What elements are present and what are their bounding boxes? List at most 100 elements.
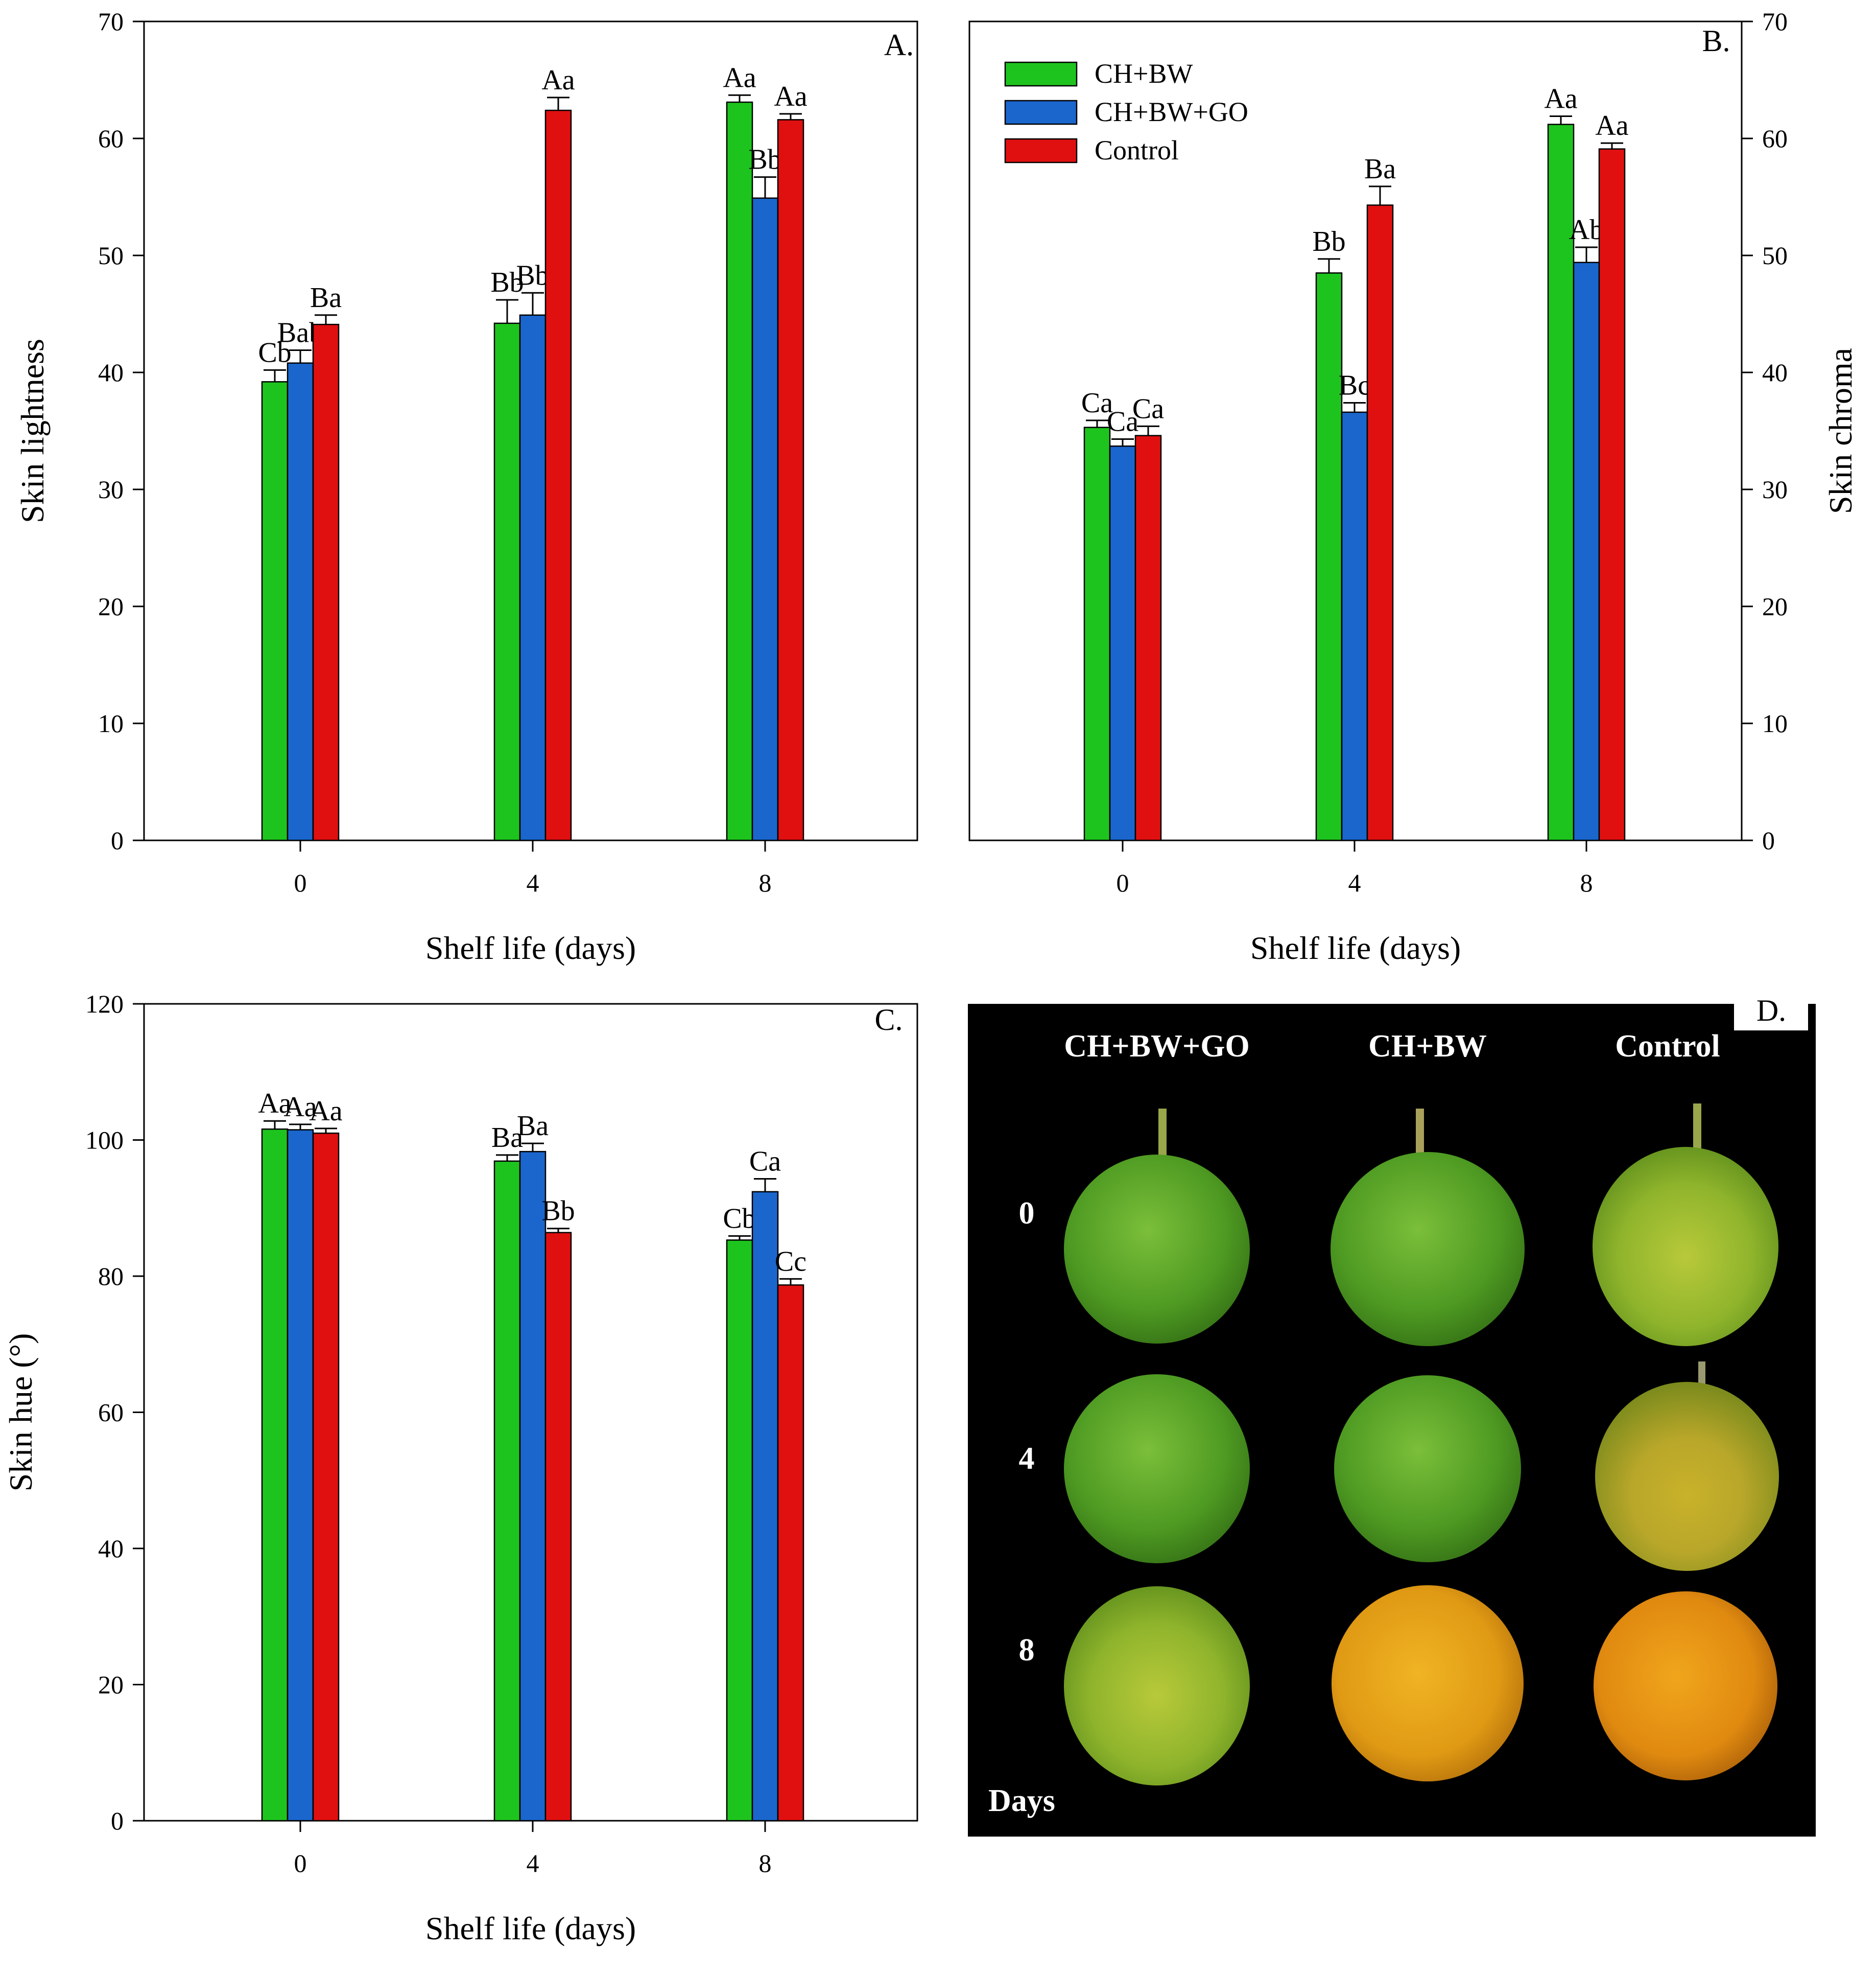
bar-ch-bw-8 [726,1239,753,1822]
bar-ch-bw-go-0 [287,1129,314,1822]
panel-d-letter: D. [1756,994,1786,1027]
significance-label: Bb [1312,226,1345,257]
significance-label: Cc [775,1246,806,1277]
legend-swatch [1004,100,1078,125]
fruit-stem [1158,1109,1167,1157]
y-tick-label: 40 [98,1534,124,1563]
x-axis-title: Shelf life (days) [1250,930,1461,966]
significance-label: Ba [517,1110,549,1142]
significance-label: Aa [774,81,807,112]
panel-d-letter-box [1734,994,1808,1030]
y-axis-title: Skin lightness [14,339,51,523]
bar-ch-bw-go-0 [1109,445,1136,841]
y-tick-label: 0 [111,1806,124,1835]
significance-label: Ca [1132,393,1164,425]
bar-ch-bw-go-8 [1573,262,1600,841]
y-axis-title: Skin chroma [1822,348,1859,514]
y-tick-label: 50 [1762,241,1788,270]
y-tick-label: 20 [1762,592,1788,621]
bar-control-8 [777,1284,804,1822]
x-tick-label: 4 [527,1849,539,1877]
y-tick-label: 120 [85,990,124,1018]
fruit-photo-control-day-8 [1594,1591,1777,1780]
significance-label: Bb [541,1195,575,1227]
y-tick-label: 30 [1762,475,1788,504]
fruit-photo-ch-bw-go-day-4 [1064,1374,1250,1563]
y-tick-label: 60 [1762,124,1788,153]
y-tick-label: 10 [1762,709,1788,738]
y-tick-label: 20 [98,1671,124,1699]
y-axis-title: Skin hue (°) [3,1333,39,1492]
bar-ch-bw-8 [726,101,753,841]
x-tick-label: 8 [759,1849,772,1877]
bar-ch-bw-go-4 [1341,411,1368,841]
y-tick-label: 0 [111,826,124,855]
y-tick-label: 40 [98,358,124,387]
significance-label: Aa [258,1088,291,1119]
panel-a-skin-lightness-chart: 0 10 20 30 40 50 60 70 0 4 8 Shelf life (days) Skin … [14,7,918,966]
panel-d-fruit-photos: D. CH+BW+GO CH+BW Control 0 4 8 Days [968,994,1816,1837]
legend-entry: Control [1095,135,1179,166]
x-tick-label: 4 [1348,868,1361,897]
y-tick-label: 50 [98,241,124,270]
significance-label: Bc [1339,370,1370,402]
bar-ch-bw-0 [1083,427,1111,841]
fruit-photo-ch-bw-day-0 [1331,1152,1525,1346]
panel-b-skin-chroma-chart: 0 10 20 30 40 50 60 70 0 4 8 Shelf life (days) Skin … [968,7,1859,966]
photo-days-label: Days [988,1783,1055,1818]
fruit-stem [1693,1103,1701,1149]
significance-label: Aa [283,1091,317,1123]
y-tick-label: 30 [98,475,124,504]
bar-ch-bw-go-4 [519,1150,547,1822]
y-tick-label: 60 [98,1398,124,1427]
significance-label: Bb [748,144,781,176]
significance-label: Aa [309,1095,342,1127]
significance-label: Aa [723,62,756,93]
photo-row-label-day-4: 4 [1019,1441,1035,1476]
y-tick-label: 80 [98,1262,124,1290]
bar-ch-bw-4 [1315,272,1343,841]
bar-ch-bw-0 [261,1128,289,1822]
bar-control-4 [544,109,572,841]
bar-control-8 [1598,148,1626,841]
significance-label: Ba [1364,153,1396,185]
x-tick-label: 0 [1117,868,1129,897]
photo-row-label-day-8: 8 [1019,1633,1035,1667]
fruit-photo-ch-bw-go-day-0 [1064,1155,1250,1344]
x-tick-label: 8 [759,868,772,897]
bar-control-4 [544,1232,572,1822]
legend-entry: CH+BW+GO [1095,97,1248,127]
significance-label: Bb [490,267,524,298]
fruit-photo-control-day-0 [1593,1147,1778,1346]
significance-label: Ca [1081,387,1113,419]
significance-label: Ca [1107,406,1138,438]
panel-c-skin-hue-chart: 0 20 40 60 80 100 120 0 4 8 Shelf life (days) Skin … [3,990,918,1946]
x-tick-label: 0 [294,868,307,897]
photo-column-label-control: Control [1615,1029,1720,1064]
significance-label: Aa [1544,83,1577,114]
y-tick-label: 70 [98,7,124,36]
bar-ch-bw-4 [493,1160,521,1822]
bar-control-0 [312,1132,340,1822]
significance-label: Cb [258,337,291,368]
significance-label: Ab [1569,214,1604,246]
bar-control-0 [312,323,340,841]
y-tick-label: 70 [1762,7,1788,36]
bar-ch-bw-go-0 [287,362,314,841]
panel-letter: B. [1702,24,1730,58]
x-axis-title: Shelf life (days) [425,1910,636,1946]
bar-ch-bw-go-8 [751,1191,779,1822]
bar-control-8 [777,119,804,841]
bar-ch-bw-8 [1547,124,1575,841]
fruit-photo-ch-bw-day-4 [1334,1375,1521,1562]
x-tick-label: 0 [294,1849,307,1877]
fruit-stem [1416,1109,1424,1157]
x-tick-label: 8 [1580,868,1593,897]
bar-control-4 [1366,204,1394,841]
fruit-photo-ch-bw-go-day-8 [1064,1586,1250,1785]
y-tick-label: 100 [85,1126,124,1155]
x-tick-label: 4 [527,868,539,897]
fruit-photo-control-day-4 [1595,1382,1779,1571]
panel-letter: A. [884,28,914,62]
